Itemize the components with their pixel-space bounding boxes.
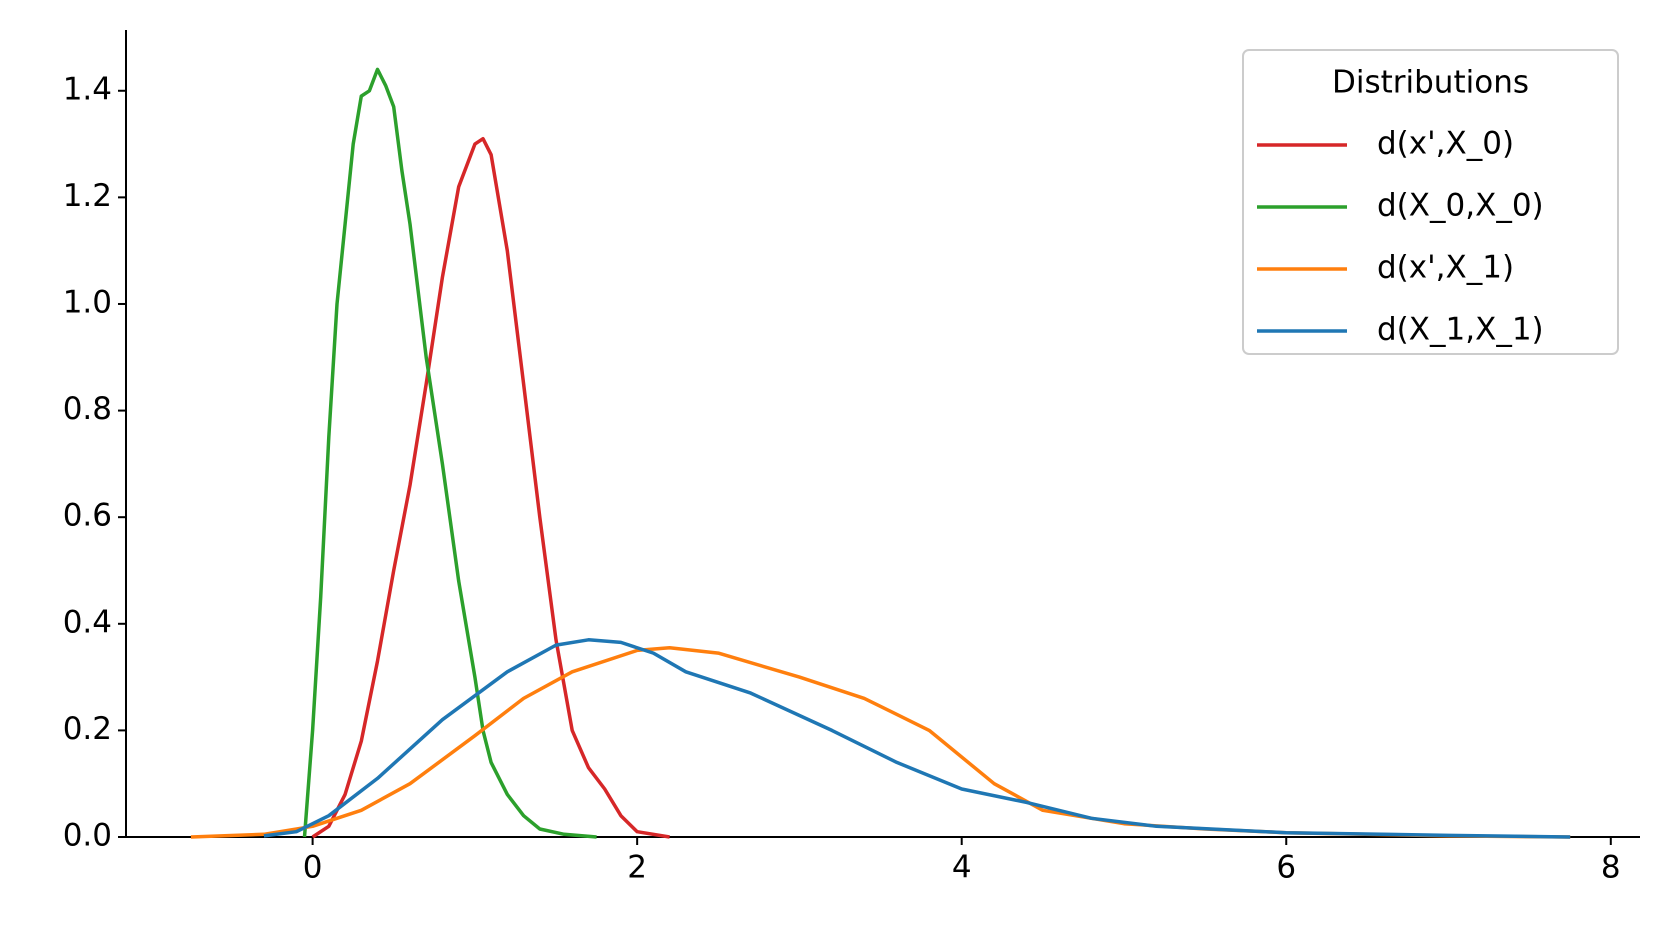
- series-line: [263, 638, 1571, 839]
- series-line: [302, 67, 597, 839]
- series-line: [311, 136, 670, 839]
- legend-box: [1242, 49, 1619, 355]
- x-tick-label: 4: [952, 850, 972, 886]
- legend-label: d(x',X_0): [1377, 126, 1514, 162]
- y-tick-label: 0.8: [63, 391, 112, 427]
- legend-title: Distributions: [1332, 65, 1529, 101]
- y-tick-label: 0.4: [63, 604, 112, 640]
- y-tick-label: 0.6: [63, 498, 112, 534]
- x-tick-label: 0: [303, 850, 323, 886]
- x-tick-label: 8: [1601, 850, 1621, 886]
- y-tick-label: 1.2: [63, 178, 112, 214]
- legend-label: d(X_1,X_1): [1377, 312, 1544, 348]
- legend-label: d(x',X_1): [1377, 250, 1514, 286]
- legend: Distributions d(x',X_0) d(X_0,X_0) d(x',X_1…: [1242, 49, 1619, 355]
- y-tick-label: 1.0: [63, 284, 112, 320]
- y-tick-label: 0.0: [63, 818, 112, 854]
- y-tick-label: 0.2: [63, 711, 112, 747]
- series-line: [190, 646, 1571, 839]
- legend-label: d(X_0,X_0): [1377, 188, 1544, 224]
- y-tick-label: 1.4: [63, 71, 112, 107]
- x-tick-label: 6: [1276, 850, 1296, 886]
- x-tick-label: 2: [627, 850, 647, 886]
